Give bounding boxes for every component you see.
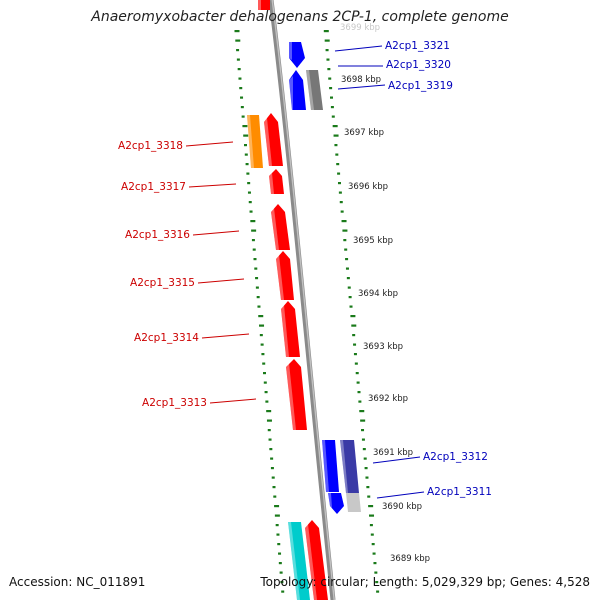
scale-label: 3690 kbp	[382, 502, 422, 512]
gene-arrow-a2cp1-3315[interactable]	[276, 251, 294, 300]
gene-arrow-top-red[interactable]	[258, 0, 270, 10]
gene-label[interactable]: A2cp1_3321	[385, 40, 450, 52]
gene-label[interactable]: A2cp1_3320	[386, 59, 451, 71]
gene-arrow-a2cp1-3312b[interactable]	[340, 440, 361, 512]
gene-arrow-a2cp1-3313[interactable]	[286, 359, 307, 430]
leader-line	[376, 491, 425, 499]
gene-arrow-a2cp1-3311[interactable]	[328, 493, 344, 514]
genome-backbone-highlight	[271, 0, 335, 600]
gene-arrow-bottom-cyan[interactable]	[288, 522, 310, 600]
gene-arrow-a2cp1-3314[interactable]	[281, 301, 300, 357]
leader-line	[197, 278, 245, 284]
scale-label: 3689 kbp	[390, 554, 430, 564]
gene-label[interactable]: A2cp1_3317	[121, 181, 186, 193]
map-title: Anaeromyxobacter dehalogenans 2CP-1, com…	[91, 9, 509, 25]
scale-label: 3692 kbp	[368, 394, 408, 404]
gene-label[interactable]: A2cp1_3319	[388, 80, 453, 92]
gene-arrow-a2cp1-3312[interactable]	[322, 440, 339, 492]
leader-line	[201, 333, 250, 339]
gene-label[interactable]: A2cp1_3314	[134, 332, 199, 344]
scale-label: 3699 kbp	[340, 23, 380, 33]
gene-arrow-a2cp1-3317[interactable]	[264, 113, 284, 194]
gene-label[interactable]: A2cp1_3315	[130, 277, 195, 289]
scale-labels: 3699 kbp 3698 kbp 3697 kbp 3696 kbp 3695 kbp…	[340, 23, 430, 564]
scale-label: 3691 kbp	[373, 448, 413, 458]
scale-label: 3697 kbp	[344, 128, 384, 138]
gene-arrow-a2cp1-3320[interactable]	[289, 70, 306, 110]
outer-tick-track-right	[323, 30, 380, 593]
leader-line	[192, 230, 240, 236]
leader-line	[209, 398, 257, 404]
leader-line	[185, 141, 234, 147]
gene-label-leaders	[185, 45, 425, 499]
outer-tick-track-left	[234, 30, 285, 593]
leader-line	[337, 84, 386, 90]
scale-label: 3693 kbp	[363, 342, 403, 352]
scale-label: 3695 kbp	[353, 236, 393, 246]
gene-arrow-a2cp1-3318[interactable]	[247, 115, 263, 168]
leader-line	[188, 183, 237, 188]
topology-label: Topology: circular; Length: 5,029,329 bp…	[260, 575, 590, 589]
gene-arrow-a2cp1-3316[interactable]	[271, 204, 290, 250]
leader-line	[334, 45, 383, 52]
gene-label[interactable]: A2cp1_3318	[118, 140, 183, 152]
gene-arrow-a2cp1-3319[interactable]	[306, 70, 323, 110]
accession-label: Accession: NC_011891	[9, 575, 146, 589]
scale-label: 3696 kbp	[348, 182, 388, 192]
gene-labels: A2cp1_3318 A2cp1_3317 A2cp1_3316 A2cp1_3315…	[118, 40, 492, 498]
leader-line	[372, 456, 421, 464]
gene-label[interactable]: A2cp1_3311	[427, 486, 492, 498]
gene-arrow-bottom-red[interactable]	[305, 520, 328, 600]
gene-label[interactable]: A2cp1_3316	[125, 229, 190, 241]
gene-arrow-a2cp1-3321[interactable]	[289, 42, 305, 68]
gene-label[interactable]: A2cp1_3313	[142, 397, 207, 409]
gene-label[interactable]: A2cp1_3312	[423, 451, 488, 463]
genome-backbone	[268, 0, 336, 600]
scale-label: 3698 kbp	[341, 75, 381, 85]
scale-label: 3694 kbp	[358, 289, 398, 299]
